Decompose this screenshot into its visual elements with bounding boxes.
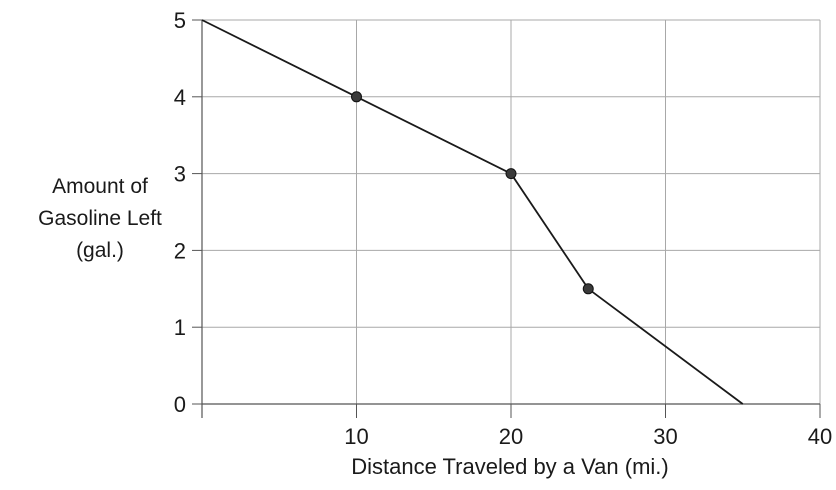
y-tick-label: 2 — [174, 238, 186, 263]
y-tick-label: 0 — [174, 392, 186, 417]
data-point — [582, 283, 594, 295]
x-tick-label: 10 — [344, 424, 368, 449]
y-axis-label-line-2: Gasoline Left — [38, 207, 162, 230]
data-point — [505, 168, 517, 180]
y-tick-label: 4 — [174, 85, 186, 110]
y-tick-label: 1 — [174, 315, 186, 340]
x-tick-label: 40 — [808, 424, 832, 449]
x-tick-label: 20 — [499, 424, 523, 449]
y-tick-label: 3 — [174, 162, 186, 187]
y-axis-label-line-3: (gal.) — [76, 239, 124, 262]
x-tick-label: 30 — [653, 424, 677, 449]
series-line — [201, 19, 744, 405]
data-point — [351, 91, 362, 103]
y-tick-label: 5 — [174, 8, 186, 33]
y-axis-label-line-1: Amount of — [52, 175, 148, 198]
x-axis-label: Distance Traveled by a Van (mi.) — [351, 454, 669, 479]
